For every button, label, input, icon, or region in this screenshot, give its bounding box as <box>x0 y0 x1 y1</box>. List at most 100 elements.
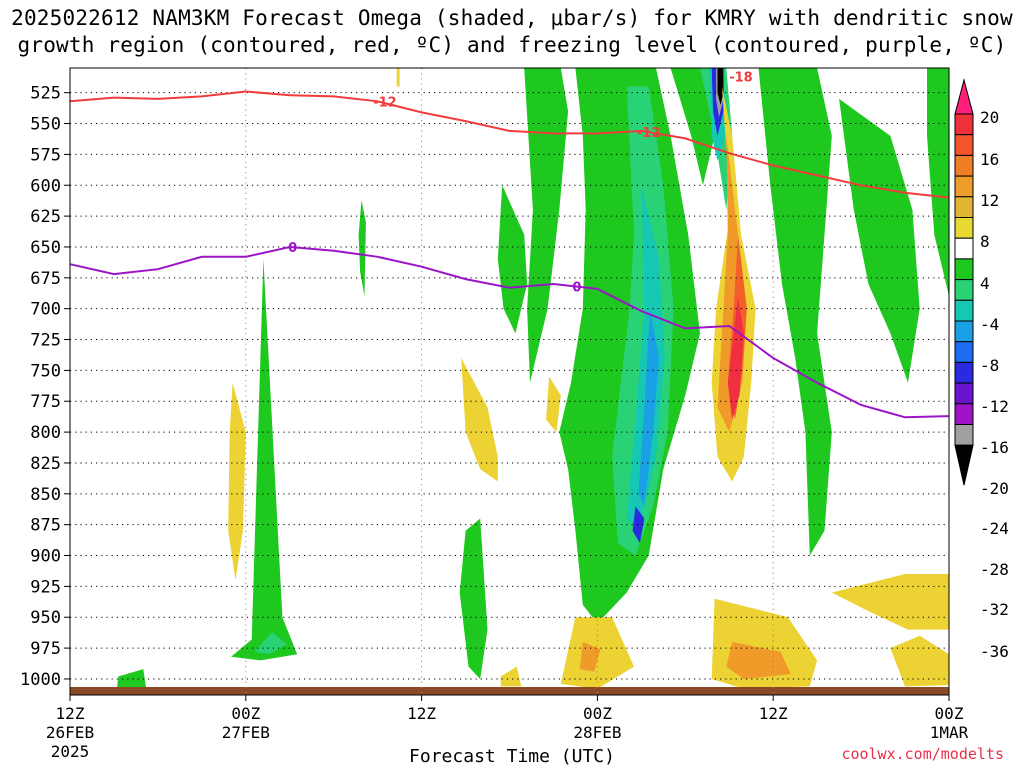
time-tick-label: 27FEB <box>222 723 270 742</box>
time-tick-label: 00Z <box>231 704 260 723</box>
pressure-tick-label: 750 <box>30 361 61 381</box>
omega-shaded-region <box>459 518 488 679</box>
omega-shaded-region <box>831 574 949 630</box>
time-tick-label: 12Z <box>759 704 788 723</box>
chart-title-line-1: 2025022612 NAM3KM Forecast Omega (shaded… <box>11 6 1013 30</box>
pressure-tick-label: 675 <box>30 269 61 289</box>
x-axis-label: Forecast Time (UTC) <box>409 746 615 767</box>
contour-label: -12 <box>373 95 397 110</box>
colorbar-swatch <box>954 299 974 322</box>
plot-border <box>69 67 950 696</box>
colorbar-label: 12 <box>980 191 999 210</box>
colorbar-label: -8 <box>980 356 999 375</box>
omega-shaded-region <box>579 641 601 672</box>
plot-grid <box>69 68 950 695</box>
colorbar-swatch <box>954 217 974 239</box>
omega-shaded-region <box>727 296 744 420</box>
contour-label: 0 <box>572 280 581 295</box>
colorbar-label: -4 <box>980 315 999 334</box>
time-tick-label: 12Z <box>407 704 436 723</box>
colorbar-swatch <box>954 196 974 219</box>
colorbar-swatch <box>954 341 974 363</box>
omega-shaded-region <box>632 506 645 544</box>
colorbar-swatch <box>954 320 974 343</box>
colorbar-swatch <box>954 403 974 425</box>
omega-shaded-region <box>670 68 715 186</box>
colorbar-swatch <box>954 279 974 301</box>
contour-label: -18 <box>729 71 753 86</box>
time-tick-label: 28FEB <box>573 723 621 742</box>
time-tick-label: 00Z <box>935 704 964 723</box>
pressure-tick-label: 700 <box>30 300 61 320</box>
pressure-tick-label: 1000 <box>20 670 61 690</box>
colorbar-label: -28 <box>980 560 1009 579</box>
pressure-tick-label: 925 <box>30 577 61 597</box>
site-credit: coolwx.com/modelts <box>841 745 1004 763</box>
colorbar-swatch <box>954 424 974 446</box>
omega-shaded-region <box>626 185 665 531</box>
pressure-axis: 525 550 575 600 625 650 675 700 725 750 775 800 825 8… <box>20 84 70 690</box>
terrain-strip <box>70 687 949 695</box>
pressure-tick-label: 625 <box>30 207 61 227</box>
pressure-tick-label: 950 <box>30 608 61 628</box>
colorbar-label: -36 <box>980 642 1009 661</box>
pressure-tick-label: 600 <box>30 176 61 196</box>
pressure-tick-label: 850 <box>30 485 61 505</box>
omega-shaded-region <box>546 376 561 433</box>
omega-shaded-region <box>524 68 569 383</box>
omega-shaded-region <box>758 68 832 556</box>
colorbar-swatch <box>954 175 974 198</box>
pressure-tick-label: 775 <box>30 392 61 412</box>
contour-label: 0 <box>288 241 297 256</box>
omega-shaded-region <box>890 635 949 687</box>
contour-lines: -12 -12 0 0 -18 <box>69 71 950 419</box>
pressure-tick-label: 725 <box>30 331 61 351</box>
contour-line-0 <box>69 245 950 419</box>
contour-line--12 <box>69 90 950 199</box>
colorbar-swatch <box>954 237 974 260</box>
colorbar-label: -24 <box>980 519 1009 538</box>
colorbar-label: -12 <box>980 397 1009 416</box>
colorbar-top-arrow <box>954 78 974 115</box>
omega-shaded-region <box>358 200 366 297</box>
pressure-tick-label: 875 <box>30 516 61 536</box>
colorbar-label: 20 <box>980 108 999 127</box>
colorbar-label: -32 <box>980 600 1009 619</box>
pressure-tick-label: 800 <box>30 423 61 443</box>
colorbar-swatch <box>954 258 974 281</box>
omega-shaded-region <box>638 308 659 507</box>
colorbar-swatch <box>954 154 974 177</box>
chart-title-line-2: growth region (contoured, red, ºC) and f… <box>17 33 1007 57</box>
time-tick-label: 1MAR <box>930 723 969 742</box>
time-tick-label: 12Z <box>56 704 85 723</box>
omega-shaded-region <box>717 68 724 105</box>
time-tick-label: 00Z <box>583 704 612 723</box>
omega-shaded-region <box>500 666 522 687</box>
omega-shaded-region <box>116 669 147 689</box>
colorbar-swatch <box>954 382 974 405</box>
omega-shading-layer <box>116 68 949 689</box>
colorbar-label: 4 <box>980 274 990 293</box>
colorbar-swatch <box>954 113 974 136</box>
colorbar-bottom-arrow <box>954 444 974 486</box>
time-tick-label: 2025 <box>51 742 90 761</box>
plot-frame <box>69 67 950 696</box>
omega-shaded-region <box>231 259 298 661</box>
colorbar-label: -20 <box>980 479 1009 498</box>
pressure-tick-label: 900 <box>30 547 61 567</box>
omega-shaded-region <box>612 86 674 556</box>
pressure-tick-label: 550 <box>30 115 61 135</box>
colorbar-label: 16 <box>980 150 999 169</box>
omega-shaded-region <box>726 641 791 679</box>
pressure-tick-label: 975 <box>30 639 61 659</box>
pressure-tick-label: 825 <box>30 454 61 474</box>
pressure-tick-label: 650 <box>30 238 61 258</box>
omega-colorbar: 20 16 12 8 4 -4 -8 -12 -16 -20 -24 -28 -32 -36 <box>954 78 1009 661</box>
omega-shaded-region <box>927 68 949 297</box>
colorbar-label: -16 <box>980 438 1009 457</box>
omega-shaded-region <box>461 358 498 482</box>
contour-label: -12 <box>637 126 661 141</box>
colorbar-swatch <box>954 361 974 384</box>
omega-shaded-region <box>228 382 246 581</box>
